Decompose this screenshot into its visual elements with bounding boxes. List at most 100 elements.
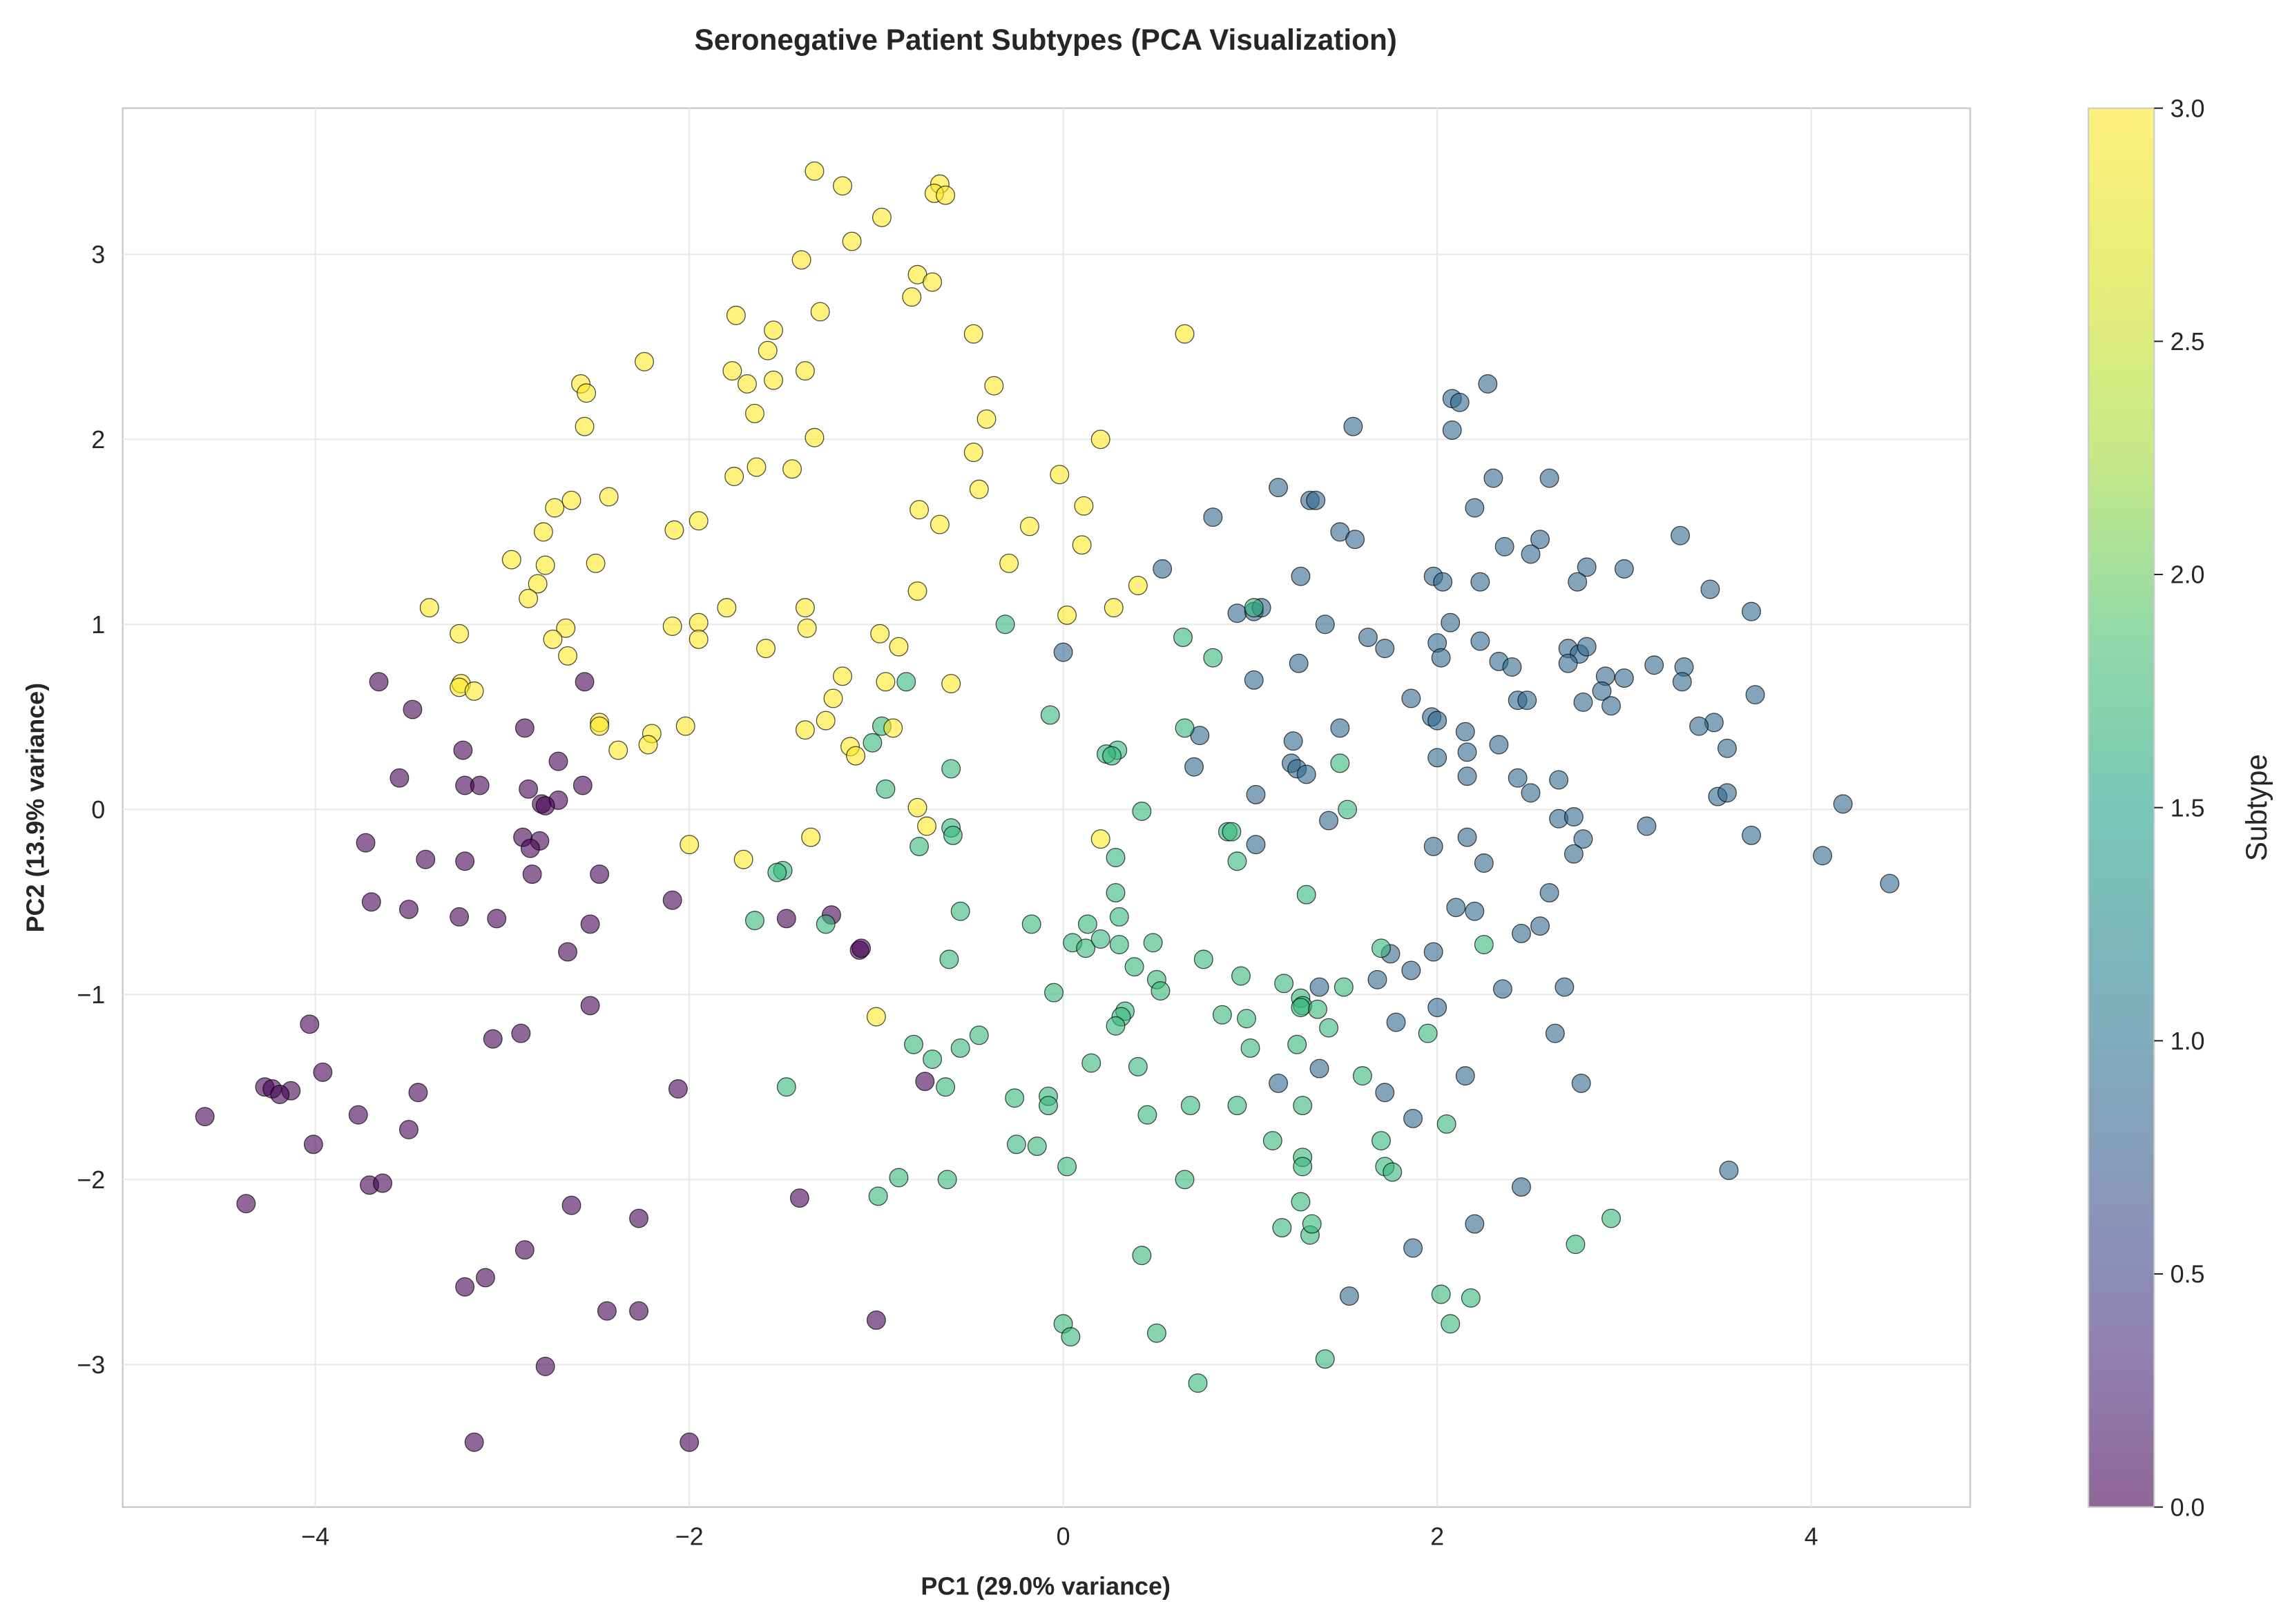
data-point-subtype-3 (733, 849, 753, 869)
data-point-subtype-2 (1474, 935, 1494, 954)
data-point-subtype-1 (1315, 615, 1335, 635)
colorbar-label: Subtype (2240, 754, 2273, 861)
data-point-subtype-1 (1403, 1108, 1423, 1128)
data-point-subtype-3 (1090, 429, 1110, 450)
data-point-subtype-3 (1072, 535, 1092, 555)
data-point-subtype-2 (1291, 1192, 1311, 1212)
data-point-subtype-3 (923, 272, 943, 292)
data-point-subtype-1 (1717, 738, 1737, 758)
data-point-subtype-3 (907, 581, 927, 601)
data-point-subtype-1 (1291, 566, 1311, 586)
data-point-subtype-3 (501, 550, 521, 570)
data-point-subtype-1 (1457, 766, 1477, 786)
data-point-subtype-1 (1880, 873, 1900, 893)
data-point-subtype-1 (1742, 601, 1762, 621)
data-point-subtype-1 (1442, 420, 1462, 440)
data-point-subtype-3 (519, 588, 539, 608)
data-point-subtype-2 (1338, 800, 1358, 820)
data-point-subtype-2 (1302, 1214, 1322, 1234)
data-point-subtype-0 (522, 864, 542, 884)
data-point-subtype-1 (1401, 960, 1421, 980)
data-point-subtype-0 (453, 740, 473, 760)
data-point-subtype-1 (1614, 668, 1634, 688)
data-point-subtype-2 (1102, 746, 1122, 766)
data-point-subtype-3 (558, 646, 577, 666)
data-point-subtype-1 (1345, 530, 1365, 550)
y-tick-label: −3 (77, 1351, 105, 1379)
data-point-subtype-1 (1283, 731, 1303, 751)
data-point-subtype-3 (872, 207, 892, 227)
data-point-subtype-2 (910, 836, 930, 856)
data-point-subtype-3 (680, 835, 700, 855)
data-point-subtype-3 (608, 740, 628, 760)
data-point-subtype-2 (1293, 1096, 1313, 1116)
data-point-subtype-0 (580, 996, 600, 1016)
data-point-subtype-3 (805, 161, 825, 181)
data-point-subtype-2 (1274, 974, 1294, 994)
data-point-subtype-3 (450, 624, 470, 644)
data-point-subtype-0 (403, 699, 423, 719)
data-point-subtype-3 (545, 498, 565, 518)
data-point-subtype-3 (635, 351, 655, 371)
data-point-subtype-0 (455, 851, 475, 871)
data-point-subtype-1 (1455, 1066, 1475, 1086)
data-point-subtype-1 (1367, 969, 1387, 989)
data-point-subtype-0 (483, 1029, 503, 1049)
data-point-subtype-1 (1246, 784, 1266, 804)
data-point-subtype-1 (1530, 530, 1550, 550)
data-point-subtype-3 (724, 467, 744, 486)
data-point-subtype-1 (1343, 416, 1363, 436)
data-point-subtype-0 (575, 672, 595, 692)
data-point-subtype-3 (744, 403, 764, 423)
y-tick-label: 3 (91, 240, 105, 269)
data-point-subtype-2 (1173, 628, 1193, 648)
data-point-subtype-1 (1502, 657, 1522, 677)
data-point-subtype-1 (1427, 748, 1447, 768)
data-point-subtype-1 (1614, 559, 1634, 579)
data-point-subtype-1 (1474, 853, 1494, 873)
data-point-subtype-1 (1573, 829, 1593, 849)
data-point-subtype-0 (361, 892, 381, 912)
data-point-subtype-2 (1109, 935, 1129, 954)
data-point-subtype-0 (548, 751, 568, 771)
data-point-subtype-1 (1492, 979, 1512, 999)
data-point-subtype-2 (1212, 1005, 1232, 1025)
data-point-subtype-0 (487, 909, 507, 929)
data-point-subtype-3 (419, 598, 439, 618)
y-tick-label: −1 (77, 980, 105, 1009)
data-point-subtype-3 (561, 490, 581, 510)
data-point-subtype-2 (889, 1168, 909, 1188)
data-point-subtype-1 (1558, 653, 1578, 673)
data-point-subtype-1 (1563, 844, 1584, 864)
data-point-subtype-0 (520, 838, 540, 858)
data-point-subtype-3 (722, 361, 742, 381)
data-point-subtype-2 (1227, 1096, 1247, 1116)
y-axis-ticks: −3 −2 −1 0 1 2 3 (77, 240, 105, 1379)
data-point-subtype-1 (1386, 1012, 1406, 1032)
colorbar-tick-label: 1.5 (2171, 793, 2205, 822)
data-point-subtype-3 (984, 376, 1004, 396)
data-point-subtype-2 (1057, 1157, 1077, 1177)
data-point-subtype-1 (1309, 977, 1329, 997)
data-point-subtype-1 (1717, 783, 1737, 803)
data-point-subtype-3 (833, 666, 852, 686)
colorbar-tick-label: 0.5 (2171, 1260, 2205, 1288)
data-point-subtype-0 (535, 1357, 555, 1376)
data-point-subtype-2 (939, 949, 959, 969)
data-point-subtype-2 (1132, 801, 1152, 821)
data-point-subtype-3 (577, 383, 597, 403)
grid-lines (122, 108, 1970, 1507)
data-point-subtype-3 (638, 735, 658, 755)
data-point-subtype-0 (851, 938, 872, 958)
data-point-subtype-2 (1222, 822, 1242, 842)
data-point-subtype-2 (1372, 938, 1391, 958)
data-point-subtype-1 (1423, 942, 1443, 962)
data-point-subtype-1 (1813, 846, 1833, 866)
data-point-subtype-2 (1372, 1131, 1391, 1150)
data-point-subtype-1 (1521, 783, 1541, 803)
colorbar-tick-label: 1.0 (2171, 1027, 2205, 1055)
data-point-subtype-1 (1450, 392, 1470, 412)
x-axis-ticks: −4 −2 0 2 4 (301, 1522, 1818, 1551)
data-point-subtype-2 (995, 615, 1015, 635)
